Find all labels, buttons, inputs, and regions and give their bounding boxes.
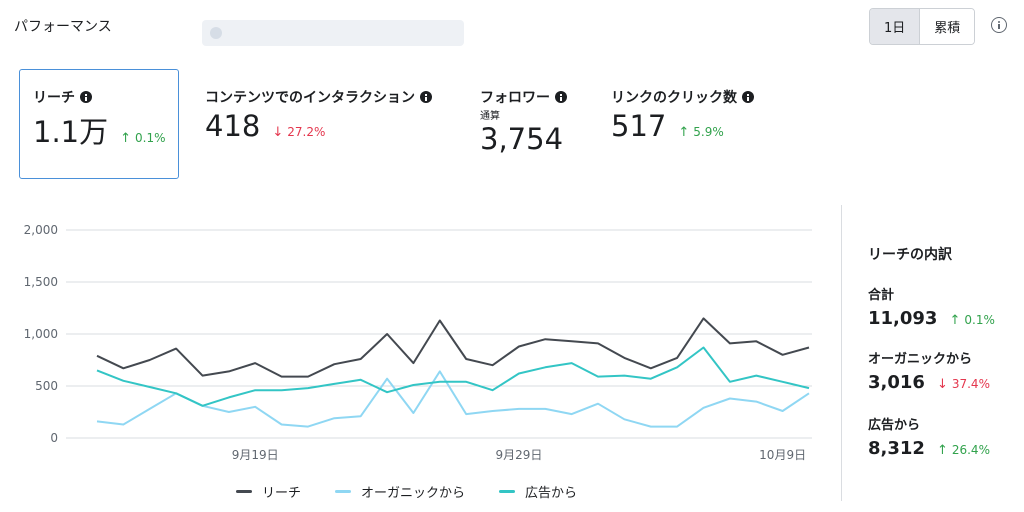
series-line	[96, 317, 810, 378]
metric-label: フォロワー	[480, 90, 550, 106]
y-tick-label: 1,500	[24, 275, 58, 289]
metric-label: リンクのクリック数	[611, 90, 737, 106]
breakdown-delta: ↑ 26.4%	[936, 443, 990, 458]
ghost-banner	[202, 20, 464, 46]
metric-sublabel: 通算	[480, 111, 500, 122]
x-tick-label: 9月29日	[495, 448, 542, 462]
info-icon[interactable]	[80, 91, 92, 103]
metric-reach: リーチ 1.1万 ↑ 0.1%	[33, 87, 166, 151]
breakdown-title: リーチの内訳	[868, 247, 952, 263]
breakdown-label: オーガニックから	[868, 352, 973, 367]
period-toggle: 1日 累積	[869, 8, 976, 45]
info-icon[interactable]	[991, 17, 1007, 33]
metric-interactions[interactable]: コンテンツでのインタラクション 418 ↓ 27.2%	[205, 87, 432, 143]
breakdown-ads: 広告から 8,312 ↑ 26.4%	[868, 414, 990, 459]
ghost-icon	[210, 27, 222, 39]
metric-delta: ↓ 27.2%	[272, 125, 326, 140]
breakdown-delta: ↓ 37.4%	[936, 377, 990, 392]
x-tick-label: 9月19日	[232, 448, 279, 462]
arrow-down-icon: ↓	[936, 377, 948, 392]
metric-link-clicks[interactable]: リンクのクリック数 517 ↑ 5.9%	[611, 87, 754, 143]
y-tick-label: 500	[35, 379, 58, 393]
metric-value: 418	[205, 109, 261, 143]
page-title: パフォーマンス	[14, 19, 112, 35]
cumulative-button[interactable]: 累積	[920, 9, 975, 44]
y-tick-label: 1,000	[24, 327, 58, 341]
breakdown-value: 8,312	[868, 438, 925, 459]
metric-value: 3,754	[480, 122, 564, 156]
breakdown-label: 合計	[868, 288, 895, 303]
legend-label: リーチ	[262, 486, 302, 501]
y-tick-label: 2,000	[24, 223, 58, 237]
metric-value: 517	[611, 109, 667, 143]
metric-followers[interactable]: フォロワー 通算 3,754	[480, 87, 567, 156]
arrow-up-icon: ↑	[949, 313, 961, 328]
breakdown-organic: オーガニックから 3,016 ↓ 37.4%	[868, 348, 990, 393]
arrow-up-icon: ↑	[120, 131, 132, 146]
x-tick-label: 10月9日	[759, 448, 806, 462]
daily-button[interactable]: 1日	[870, 9, 921, 44]
reach-line-chart: 0 500 1,000 1,500 2,000 9月19日 9月29日 10月9日	[24, 223, 812, 462]
breakdown-value: 11,093	[868, 308, 938, 329]
arrow-down-icon: ↓	[272, 125, 284, 140]
series-line	[96, 346, 810, 407]
arrow-up-icon: ↑	[678, 125, 690, 140]
metric-delta: ↑ 5.9%	[678, 125, 724, 140]
breakdown-label: 広告から	[868, 418, 921, 433]
metric-card-reach[interactable]	[19, 69, 179, 179]
chart-legend: リーチ オーガニックから 広告から	[236, 482, 577, 501]
panel-divider	[841, 205, 842, 501]
metric-delta: ↑ 0.1%	[120, 131, 166, 146]
legend-item-ads[interactable]: 広告から	[499, 482, 577, 501]
legend-label: 広告から	[525, 486, 578, 501]
info-icon[interactable]	[555, 91, 567, 103]
legend-label: オーガニックから	[361, 486, 466, 501]
legend-item-reach[interactable]: リーチ	[236, 482, 301, 501]
breakdown-delta: ↑ 0.1%	[949, 313, 995, 328]
legend-item-organic[interactable]: オーガニックから	[335, 482, 465, 501]
arrow-up-icon: ↑	[936, 443, 948, 458]
y-tick-label: 0	[50, 431, 58, 445]
metric-label: コンテンツでのインタラクション	[205, 90, 415, 106]
breakdown-total: 合計 11,093 ↑ 0.1%	[868, 284, 995, 329]
metric-label: リーチ	[33, 90, 75, 106]
info-icon[interactable]	[420, 91, 432, 103]
info-icon[interactable]	[742, 91, 754, 103]
legend-swatch	[236, 490, 252, 493]
legend-swatch	[499, 490, 516, 493]
legend-swatch	[335, 490, 352, 493]
series-line	[96, 370, 810, 428]
breakdown-value: 3,016	[868, 372, 925, 393]
metric-value: 1.1万	[33, 115, 109, 149]
